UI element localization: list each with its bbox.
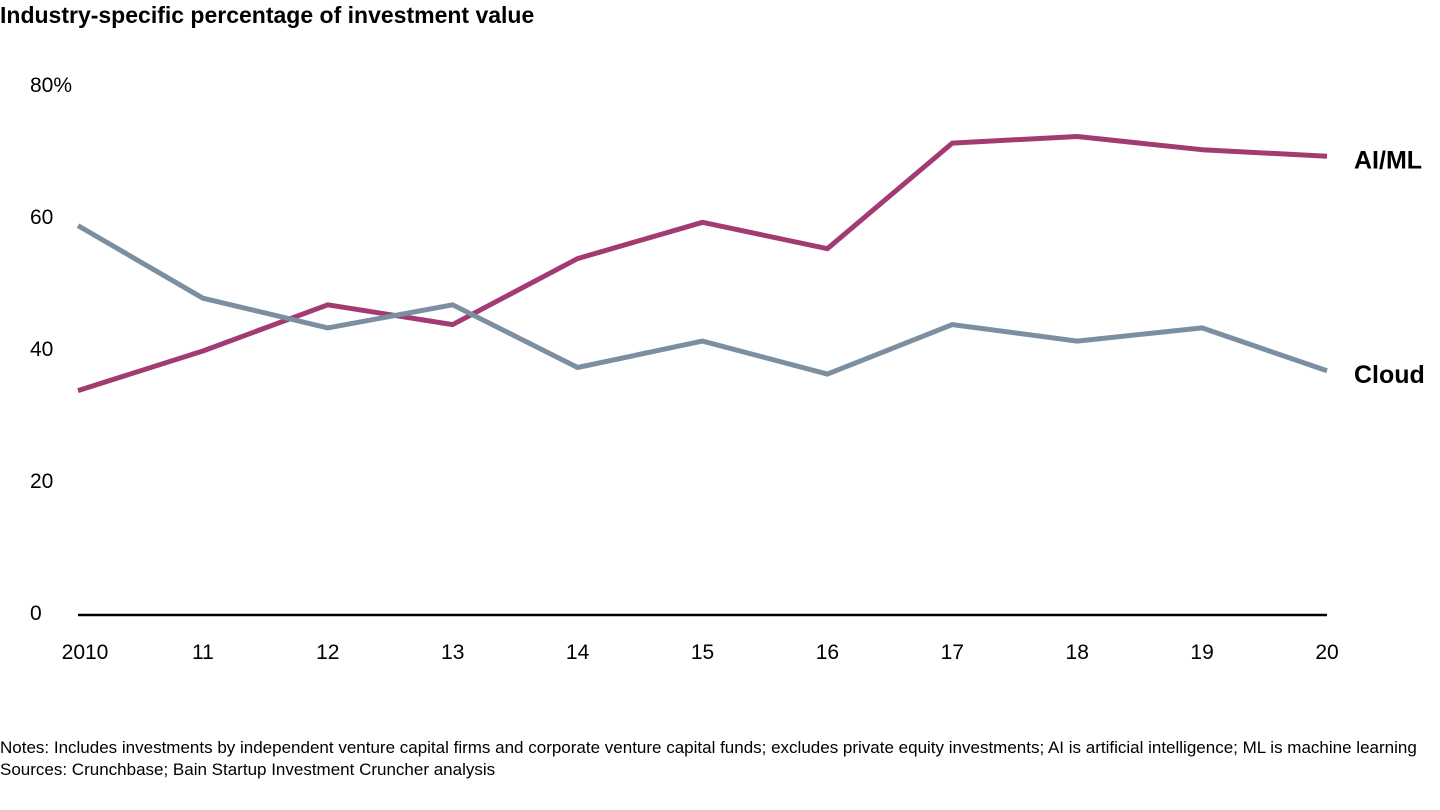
chart-footnotes: Notes: Includes investments by independe… bbox=[0, 737, 1440, 781]
x-tick-label: 13 bbox=[441, 641, 464, 664]
x-tick-label: 15 bbox=[691, 641, 714, 664]
x-tick-label: 17 bbox=[941, 641, 964, 664]
series-label: AI/ML bbox=[1354, 146, 1422, 174]
y-tick-label: 60 bbox=[30, 206, 53, 229]
line-chart: 0 20 40 60 80% 2010 11 12 13 14 15 16 17 18 19 20 AI/ML C… bbox=[30, 74, 1425, 664]
x-tick-label: 18 bbox=[1066, 641, 1089, 664]
y-tick-label: 40 bbox=[30, 338, 53, 361]
series-line-cloud bbox=[76, 223, 1328, 377]
x-tick-label: 20 bbox=[1315, 641, 1338, 664]
x-tick-label: 11 bbox=[192, 641, 214, 664]
x-tick-label: 12 bbox=[316, 641, 339, 664]
y-tick-label: 20 bbox=[30, 470, 53, 493]
chart-title: Industry-specific percentage of investme… bbox=[0, 2, 535, 28]
x-tick-label: 16 bbox=[816, 641, 839, 664]
y-tick-label: 80% bbox=[30, 74, 72, 97]
x-tick-label: 2010 bbox=[62, 641, 109, 664]
notes-text: Notes: Includes investments by independe… bbox=[0, 738, 1417, 757]
series-label: Cloud bbox=[1354, 361, 1425, 389]
series-line-aiml bbox=[77, 134, 1328, 393]
x-tick-label: 19 bbox=[1190, 641, 1213, 664]
x-tick-label: 14 bbox=[566, 641, 590, 664]
y-tick-label: 0 bbox=[30, 602, 42, 625]
sources-text: Sources: Crunchbase; Bain Startup Invest… bbox=[0, 760, 496, 779]
